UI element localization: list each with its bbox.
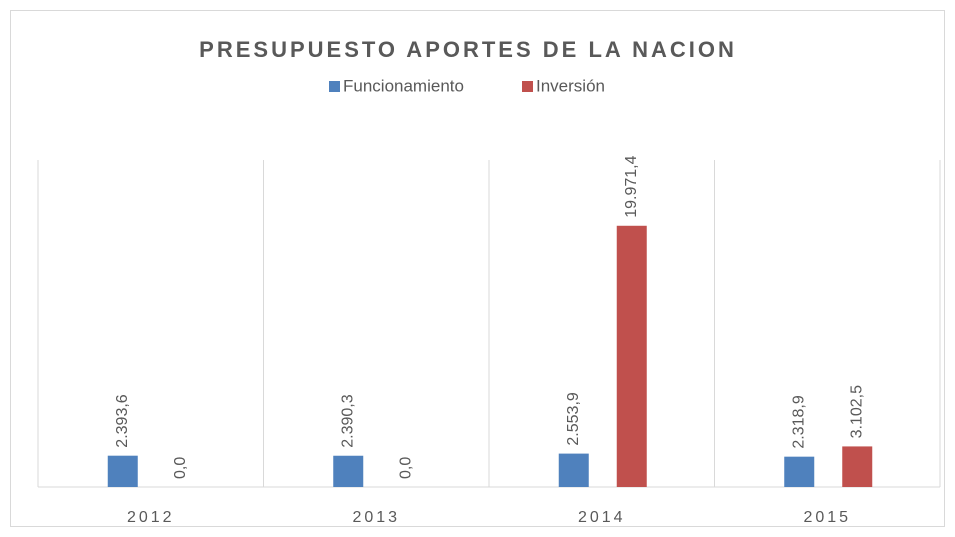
legend-swatch bbox=[329, 81, 340, 92]
chart-title: PRESUPUESTO APORTES DE LA NACION bbox=[199, 37, 737, 62]
data-label: 2.390,3 bbox=[339, 394, 356, 447]
bar bbox=[842, 446, 873, 487]
x-tick-label: 2014 bbox=[578, 509, 626, 526]
legend-label: Funcionamiento bbox=[343, 76, 464, 95]
chart-border bbox=[10, 10, 945, 527]
data-label: 2.318,9 bbox=[790, 395, 807, 448]
data-label: 2.553,9 bbox=[565, 392, 582, 445]
bar bbox=[616, 225, 647, 487]
x-tick-label: 2015 bbox=[803, 509, 851, 526]
data-label: 19.971,4 bbox=[623, 155, 640, 217]
bar bbox=[107, 455, 138, 487]
data-label: 2.393,6 bbox=[114, 394, 131, 447]
legend-swatch bbox=[522, 81, 533, 92]
data-label: 3.102,5 bbox=[848, 385, 865, 438]
data-label: 0,0 bbox=[172, 457, 189, 479]
bar bbox=[784, 456, 815, 487]
x-tick-label: 2013 bbox=[352, 509, 400, 526]
x-tick-label: 2012 bbox=[127, 509, 175, 526]
bar bbox=[558, 453, 589, 487]
bar bbox=[333, 455, 364, 487]
data-label: 0,0 bbox=[397, 457, 414, 479]
legend-label: Inversión bbox=[536, 76, 605, 95]
